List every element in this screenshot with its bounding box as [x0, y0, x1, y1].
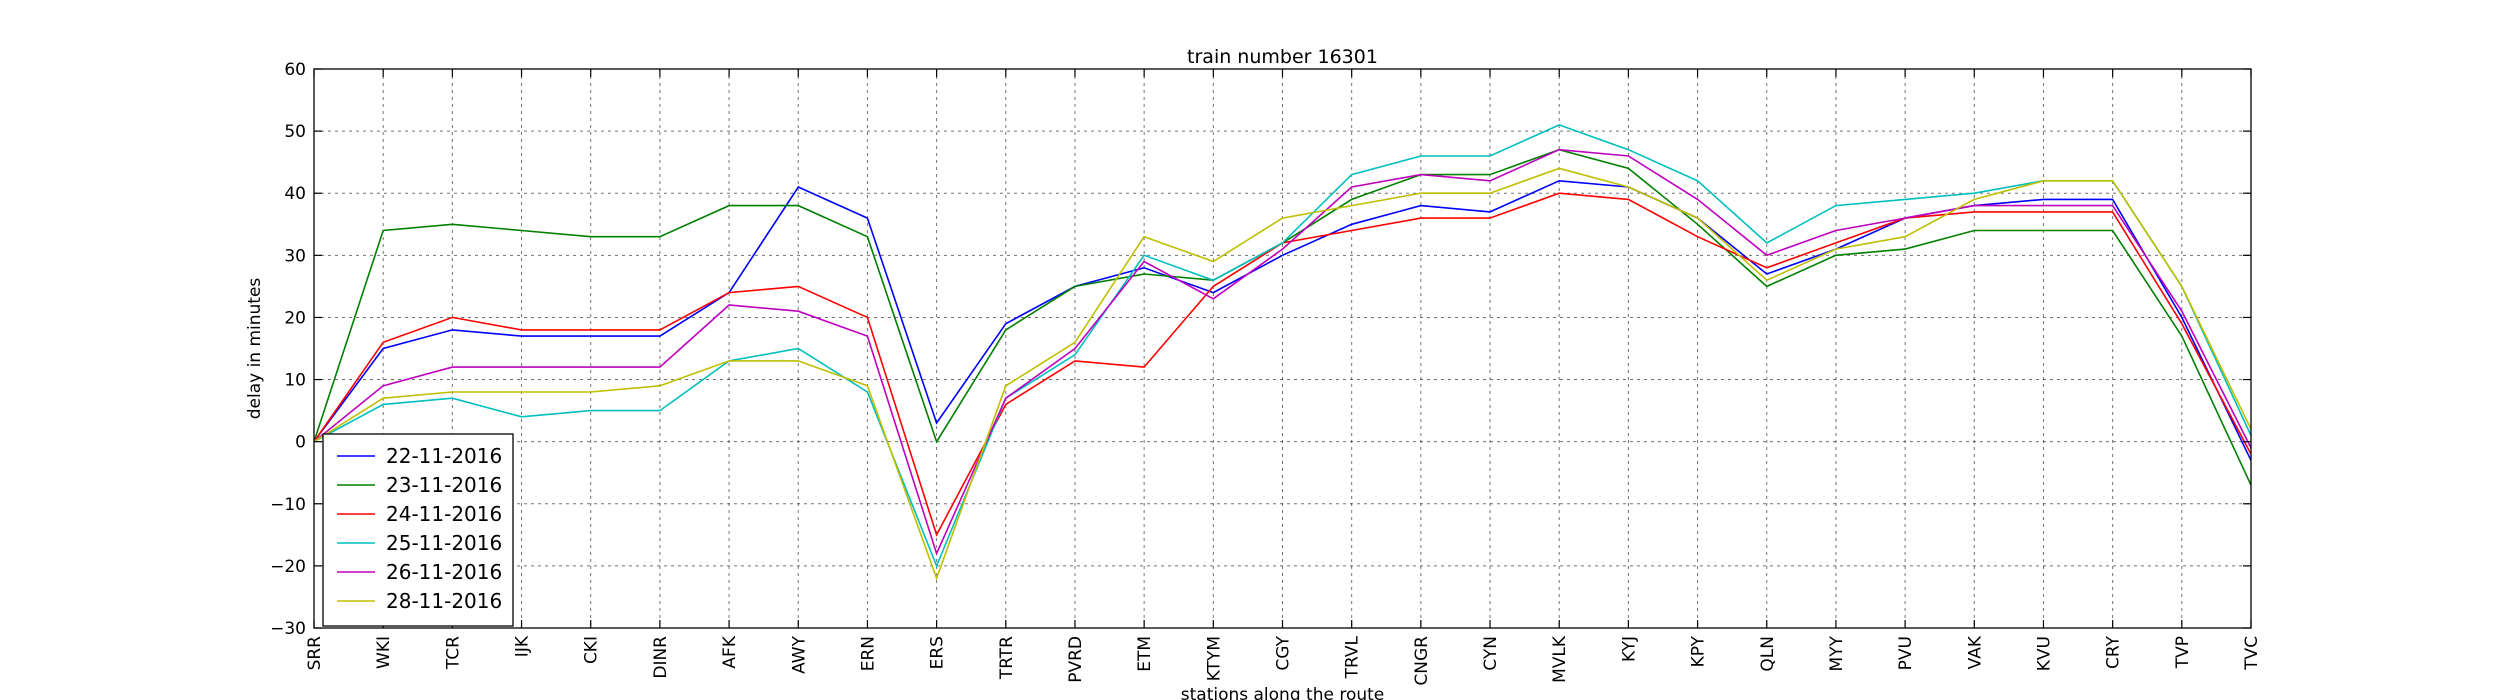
series-line-25-11-2016: [313, 124, 2252, 569]
y-axis-label: delay in minutes: [245, 278, 265, 420]
x-tick-label: MVLK: [1550, 635, 1570, 683]
x-tick-label: TCR: [443, 636, 463, 670]
x-tick-label: TVP: [2173, 636, 2193, 669]
y-tick-label: −10: [270, 495, 306, 515]
y-tick-label: 60: [284, 60, 306, 80]
x-tick-label: DINR: [651, 636, 671, 679]
series-line-22-11-2016: [313, 179, 2252, 461]
x-tick-label: TVC: [2242, 636, 2262, 671]
y-tick-label: −30: [270, 619, 306, 639]
x-tick-label: MYY: [1827, 635, 1847, 671]
x-tick-label: VAK: [1965, 635, 1985, 669]
x-tick-label: ERS: [928, 636, 948, 669]
legend-label: 26-11-2016: [386, 560, 502, 584]
chart-title: train number 16301: [1187, 46, 1378, 68]
y-tick-label: 30: [284, 246, 306, 266]
x-tick-label: PVU: [1896, 636, 1916, 670]
x-tick-label: ETM: [1135, 636, 1155, 672]
y-tick-label: 10: [284, 371, 306, 391]
x-tick-label: TRTR: [997, 636, 1017, 680]
x-tick-label: AWY: [789, 635, 809, 674]
legend: 22-11-2016 23-11-2016 24-11-2016 25-11-2016…: [322, 433, 514, 627]
x-tick-label: CRY: [2104, 635, 2124, 669]
plot-frame: [313, 68, 2252, 629]
y-tick-label: 40: [284, 184, 306, 204]
x-tick-label: TRVL: [1343, 635, 1363, 679]
x-tick-label: KPY: [1689, 635, 1709, 667]
x-tick-label: CGY: [1274, 635, 1294, 670]
y-tick-label: 0: [295, 433, 306, 453]
series-line-28-11-2016: [313, 167, 2252, 581]
x-tick-label: KTYM: [1204, 636, 1224, 681]
y-tick-label: −20: [270, 557, 306, 577]
legend-box: [322, 433, 514, 627]
x-tick-label: SRR: [305, 636, 325, 671]
y-tick-label: 50: [284, 122, 306, 142]
series-line-26-11-2016: [313, 148, 2252, 556]
x-tick-label: KVU: [2034, 636, 2054, 671]
x-tick-label: PVRD: [1066, 636, 1086, 683]
grid-layer: [314, 69, 2251, 628]
x-tick-label: KYJ: [1619, 636, 1639, 662]
y-tick-label: 20: [284, 308, 306, 328]
legend-label: 23-11-2016: [386, 473, 502, 497]
x-tick-label: CKI: [582, 636, 602, 664]
tick-layer: −30 −20 −10 0 10 20 30 40 50 60 SRR WKI TCR IJK CKI DIN…: [270, 60, 2262, 686]
series-layer: [313, 124, 2252, 581]
x-tick-label: CNGR: [1412, 636, 1432, 686]
x-axis-label: stations along the route: [1181, 685, 1385, 700]
legend-label: 24-11-2016: [386, 502, 502, 526]
x-tick-label: AFK: [720, 635, 740, 668]
legend-label: 28-11-2016: [386, 589, 502, 613]
x-tick-label: QLN: [1758, 636, 1778, 672]
legend-label: 22-11-2016: [386, 444, 502, 468]
legend-label: 25-11-2016: [386, 531, 502, 555]
x-tick-label: WKI: [374, 636, 394, 669]
x-tick-label: IJK: [513, 635, 533, 657]
x-tick-label: CYN: [1481, 636, 1501, 671]
x-tick-label: ERN: [858, 636, 878, 671]
